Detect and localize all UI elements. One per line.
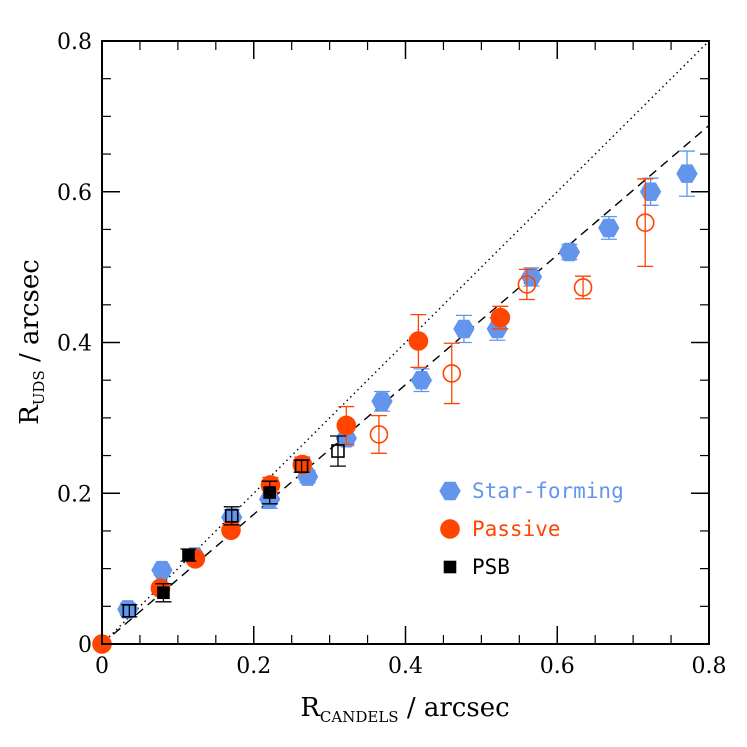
- hexagon-point: [410, 371, 433, 390]
- dashed-reference-line: [101, 124, 710, 645]
- square-point: [263, 486, 276, 499]
- x-tick-label: 0.6: [540, 654, 575, 679]
- hexagon-point: [598, 218, 620, 238]
- reference-lines: [101, 40, 710, 645]
- square-point: [157, 586, 170, 600]
- circle-point: [573, 278, 593, 297]
- hexagon-point: [151, 560, 173, 580]
- circle-point: [369, 425, 389, 444]
- x-tick-label: 0.8: [692, 654, 727, 679]
- square-point: [182, 548, 195, 562]
- square-point: [122, 604, 137, 618]
- tick-labels: 0 0.2 0.4 0.6 0.8 0 0.2 0.4 0.6 0.8: [57, 30, 727, 679]
- circle-point: [336, 415, 357, 436]
- x-axis-title: RCANDELS / arcsec: [300, 693, 509, 726]
- data-points: [92, 150, 698, 654]
- circle-point: [221, 520, 241, 540]
- hexagon-point: [639, 182, 662, 201]
- hexagon-point: [117, 600, 139, 619]
- hexagon-point: [453, 319, 475, 339]
- axis-ticks: [101, 40, 710, 645]
- series-star-forming: [117, 150, 698, 619]
- y-tick-label: 0.8: [57, 30, 92, 55]
- circle-point: [408, 331, 429, 351]
- y-tick-label: 0: [78, 633, 92, 658]
- series-psb: [155, 480, 278, 603]
- series-passive-open: [369, 178, 655, 454]
- x-tick-label: 0.2: [236, 654, 271, 679]
- legend-square-marker: [443, 560, 457, 574]
- circle-point: [442, 364, 462, 383]
- legend-label: Passive: [472, 517, 561, 541]
- legend-circle-marker: [440, 519, 460, 539]
- x-tick-label: 0: [95, 654, 109, 679]
- square-point: [331, 444, 345, 458]
- legend-hexagon-marker: [439, 481, 461, 501]
- y-tick-label: 0.2: [57, 482, 92, 507]
- y-tick-label: 0.6: [57, 181, 92, 206]
- y-tick-label: 0.4: [57, 332, 92, 357]
- legend: Star-forming Passive PSB: [439, 479, 624, 579]
- square-point: [294, 459, 309, 473]
- hexagon-point: [558, 242, 581, 262]
- circle-point: [517, 275, 537, 294]
- square-point: [224, 509, 239, 523]
- circle-point: [635, 213, 655, 232]
- legend-label: Star-forming: [472, 479, 624, 503]
- x-tick-label: 0.4: [388, 654, 423, 679]
- series-psb-open: [121, 435, 346, 618]
- circle-point: [490, 307, 511, 328]
- hexagon-point: [676, 164, 698, 183]
- legend-label: PSB: [472, 555, 510, 579]
- y-axis-title: RUDS / arcsec: [15, 259, 48, 425]
- hexagon-point: [371, 392, 393, 411]
